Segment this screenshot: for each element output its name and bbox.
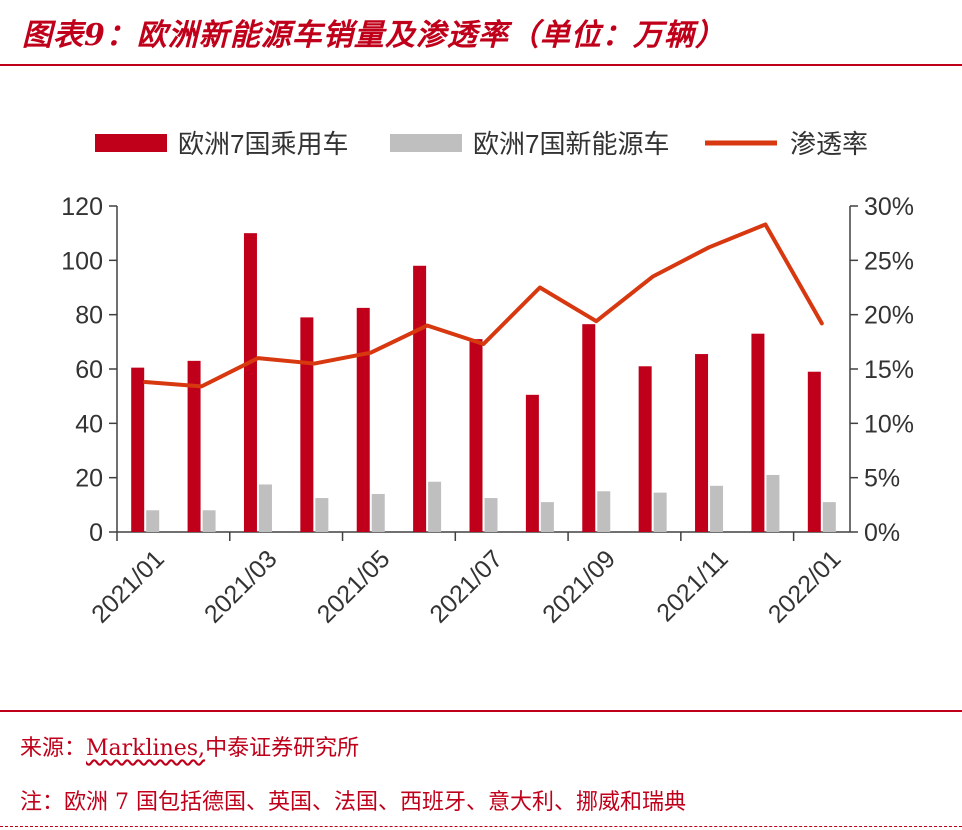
bar-passenger: [695, 354, 709, 532]
bar-nev: [315, 498, 329, 532]
legend-label-nev: 欧洲7国新能源车: [473, 129, 669, 159]
x-tick-label: 2021/05: [312, 545, 396, 629]
source-rest: 中泰证券研究所: [205, 736, 360, 761]
bar-passenger: [807, 371, 821, 532]
bar-nev: [428, 481, 442, 532]
bar-nev: [258, 484, 272, 532]
bar-nev: [540, 502, 554, 532]
legend-swatch-nev: [390, 134, 462, 152]
page-title: 图表9：欧洲新能源车销量及渗透率（单位：万辆）: [22, 18, 726, 53]
legend-label-passenger: 欧洲7国乘用车: [178, 129, 348, 159]
bar-nev: [822, 502, 836, 532]
bar-passenger: [413, 265, 427, 532]
y-right-tick-label: 0%: [864, 519, 900, 547]
y-left-tick-label: 100: [61, 247, 103, 275]
bar-nev: [484, 498, 498, 532]
bar-passenger: [638, 366, 652, 532]
y-left-tick-label: 0: [89, 519, 103, 547]
bar-passenger: [525, 394, 539, 532]
y-left-tick-label: 20: [75, 465, 103, 493]
bar-passenger: [356, 307, 370, 532]
source-line: 来源：Marklines,中泰证券研究所: [20, 730, 359, 762]
bar-passenger: [131, 367, 145, 532]
x-tick-label: 2021/01: [86, 545, 170, 629]
bar-passenger: [582, 324, 596, 532]
title-divider: [0, 64, 962, 66]
y-right-tick-label: 5%: [864, 465, 900, 493]
bar-passenger: [469, 339, 483, 532]
bar-passenger: [751, 333, 765, 532]
series-line-penetration: [143, 222, 824, 389]
y-right-tick-label: 20%: [864, 302, 914, 330]
source-brand: Marklines,: [86, 736, 206, 761]
footnote: 注：欧洲 7 国包括德国、英国、法国、西班牙、意大利、挪威和瑞典: [20, 790, 686, 815]
y-right-tick-label: 15%: [864, 356, 914, 384]
y-left-tick-label: 80: [75, 302, 103, 330]
bar-nev: [597, 491, 611, 532]
bar-nev: [371, 493, 385, 532]
x-tick-label: 2021/11: [651, 545, 733, 627]
footer-divider: [0, 710, 962, 712]
bar-passenger: [300, 317, 314, 532]
legend-swatch-passenger: [95, 134, 167, 152]
y-right-tick-label: 10%: [864, 410, 914, 438]
bottom-divider: [0, 826, 962, 827]
x-tick-label: 2021/03: [199, 545, 283, 629]
bar-nev: [710, 485, 724, 532]
y-left-tick-label: 40: [75, 410, 103, 438]
bar-nev: [653, 492, 667, 532]
bar-passenger: [243, 233, 257, 532]
legend-label-penetration: 渗透率: [790, 129, 868, 159]
x-tick-label: 2021/09: [537, 545, 621, 629]
y-left-tick-label: 60: [75, 356, 103, 384]
bar-nev: [202, 510, 216, 532]
source-label: 来源：: [20, 736, 87, 761]
x-tick-label: 2021/07: [424, 545, 508, 629]
y-right-tick-label: 25%: [864, 247, 914, 275]
y-right-tick-label: 30%: [864, 193, 914, 221]
bar-nev: [146, 510, 160, 532]
bar-nev: [766, 474, 780, 532]
x-tick-label: 2022/01: [763, 545, 847, 629]
bar-passenger: [187, 360, 201, 532]
chart: 0 20 40 60 80 100 120 0% 5% 10% 15% 20% 25% 30% 2021/0…: [61, 129, 914, 629]
y-left-tick-label: 120: [61, 193, 103, 221]
